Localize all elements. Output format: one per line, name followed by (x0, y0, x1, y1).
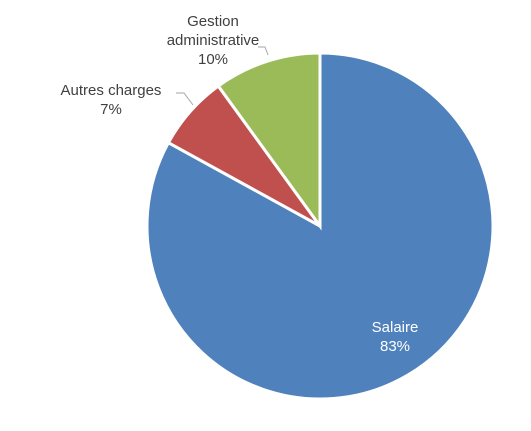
label-salaire-pct: 83% (379, 338, 411, 355)
pie-slices (145, 51, 495, 401)
label-autres-pct: 7% (100, 101, 122, 118)
gestion-leader-line (258, 46, 269, 56)
label-autres-line1: Autres charges (60, 82, 162, 99)
label-gestion-line2: administrative (166, 32, 260, 49)
autres-leader-line (176, 92, 194, 106)
label-autres-charges: Autres charges 7% (46, 81, 176, 119)
label-gestion-line1: Gestion (187, 13, 239, 30)
label-gestion-administrative: Gestion administrative 10% (143, 12, 283, 69)
label-gestion-pct: 10% (197, 51, 229, 68)
label-salaire-line1: Salaire (371, 319, 419, 336)
pie-slice-gestion-administrative (216, 51, 322, 231)
label-salaire: Salaire 83% (345, 318, 445, 356)
